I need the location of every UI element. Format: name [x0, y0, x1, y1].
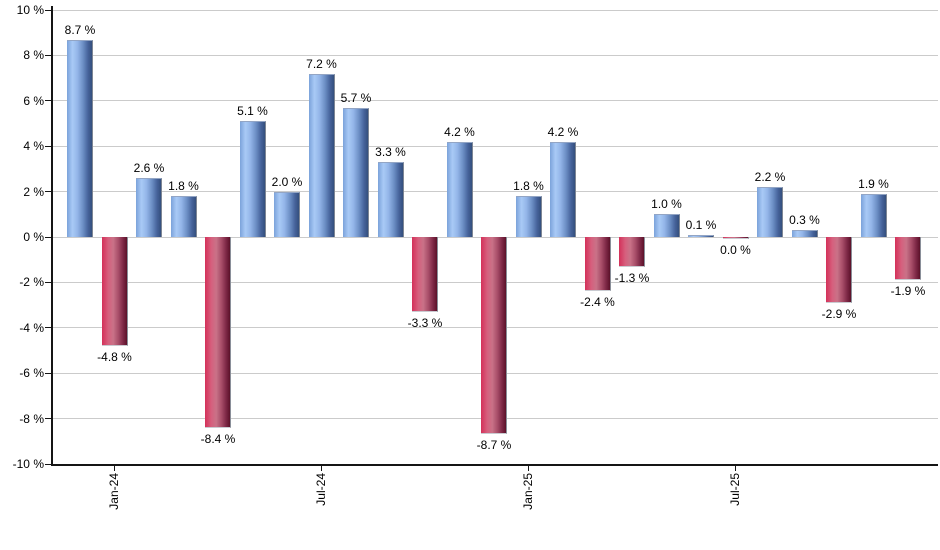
- y-axis-tick: [45, 418, 51, 420]
- y-axis-tick-label: -10 %: [12, 457, 44, 471]
- gridline: [52, 145, 938, 147]
- bar-value-label: 0.3 %: [789, 213, 820, 228]
- gridline: [52, 100, 938, 102]
- y-axis-tick: [45, 463, 51, 465]
- bar-value-label: -1.9 %: [890, 284, 926, 299]
- x-axis-tick-label: Jul-25: [727, 473, 742, 506]
- bar-positive: [308, 73, 335, 237]
- x-axis-tick: [321, 464, 322, 471]
- bar-value-label: -8.4 %: [200, 431, 236, 446]
- y-axis-tick-label: 6 %: [23, 93, 44, 108]
- gridline: [52, 191, 938, 193]
- bar-value-label: -1.3 %: [614, 270, 650, 285]
- bar-positive: [446, 141, 473, 237]
- bar-positive: [860, 193, 887, 237]
- bar-value-label: 1.9 %: [858, 176, 889, 191]
- y-axis-tick-label: 8 %: [23, 48, 44, 63]
- bar-negative: [101, 237, 128, 346]
- y-axis-tick: [45, 372, 51, 374]
- bar-value-label: -2.9 %: [821, 306, 857, 321]
- gridline: [52, 54, 938, 56]
- bar-value-label: 7.2 %: [306, 56, 337, 71]
- x-axis-tick: [735, 464, 736, 471]
- x-axis-tick-label: Jan-25: [520, 473, 535, 510]
- bar-negative: [722, 237, 749, 239]
- bar-positive: [515, 196, 542, 237]
- bar-value-label: 5.1 %: [237, 104, 268, 119]
- gridline: [52, 9, 938, 11]
- bar-positive: [239, 121, 266, 237]
- bar-positive: [550, 141, 576, 237]
- bar-negative: [619, 237, 645, 267]
- bar-value-label: 2.6 %: [133, 160, 165, 175]
- bar-positive: [791, 230, 818, 237]
- bar-value-label: 1.8 %: [168, 179, 199, 194]
- y-axis-tick: [45, 281, 51, 283]
- bar-value-label: 2.0 %: [271, 174, 303, 189]
- bar-positive: [688, 234, 714, 237]
- bar-positive: [377, 162, 404, 237]
- x-axis-tick: [114, 464, 115, 471]
- bar-value-label: 1.0 %: [651, 197, 682, 212]
- bar-value-label: 0.1 %: [685, 217, 717, 232]
- x-axis-line: [52, 463, 938, 466]
- y-axis-tick-label: 0 %: [23, 230, 44, 244]
- bar-positive: [757, 187, 783, 237]
- bar-positive: [653, 214, 680, 237]
- bar-negative: [205, 237, 231, 428]
- x-axis-tick-label: Jul-24: [313, 473, 328, 506]
- bar-value-label: 5.7 %: [340, 90, 372, 105]
- y-axis-tick: [45, 145, 51, 147]
- x-axis-tick: [528, 464, 529, 471]
- bar-value-label: -3.3 %: [407, 315, 443, 330]
- bar-value-label: 4.2 %: [547, 124, 579, 139]
- bar-value-label: 8.7 %: [64, 22, 96, 37]
- bar-value-label: -2.4 %: [580, 295, 615, 310]
- y-axis-tick-label: 2 %: [23, 184, 44, 199]
- bar-negative: [895, 237, 921, 281]
- bar-positive: [343, 107, 369, 237]
- bar-negative: [481, 237, 507, 435]
- bar-negative: [826, 237, 852, 303]
- y-axis-tick: [45, 236, 51, 238]
- y-axis-tick-label: 4 %: [23, 139, 44, 154]
- bar-value-label: 2.2 %: [754, 170, 786, 185]
- y-axis-tick: [45, 327, 51, 329]
- bar-value-label: -8.7 %: [476, 438, 512, 453]
- bar-value-label: 0.0 %: [720, 243, 751, 257]
- y-axis-tick-label: 10 %: [16, 3, 44, 17]
- bar-value-label: 1.8 %: [513, 179, 544, 194]
- y-axis-tick-label: -8 %: [19, 411, 44, 426]
- x-axis-tick-label: Jan-24: [106, 473, 121, 510]
- y-axis-line: [50, 6, 53, 466]
- y-axis-tick-label: -2 %: [19, 275, 44, 290]
- bar-value-label: -4.8 %: [97, 349, 132, 364]
- bar-value-label: 4.2 %: [444, 124, 475, 139]
- bar-positive: [170, 196, 197, 237]
- y-axis-tick: [45, 54, 51, 56]
- bar-negative: [584, 237, 611, 292]
- bar-value-label: 3.3 %: [375, 145, 406, 160]
- y-axis-tick: [45, 191, 51, 193]
- bar-positive: [274, 191, 300, 237]
- y-axis-tick-label: -6 %: [19, 366, 44, 381]
- y-axis-tick: [45, 100, 51, 102]
- bar-positive: [136, 177, 162, 237]
- bar-positive: [67, 39, 93, 237]
- y-axis-tick-label: -4 %: [19, 320, 44, 335]
- bar-negative: [412, 237, 438, 312]
- y-axis-tick: [45, 9, 51, 11]
